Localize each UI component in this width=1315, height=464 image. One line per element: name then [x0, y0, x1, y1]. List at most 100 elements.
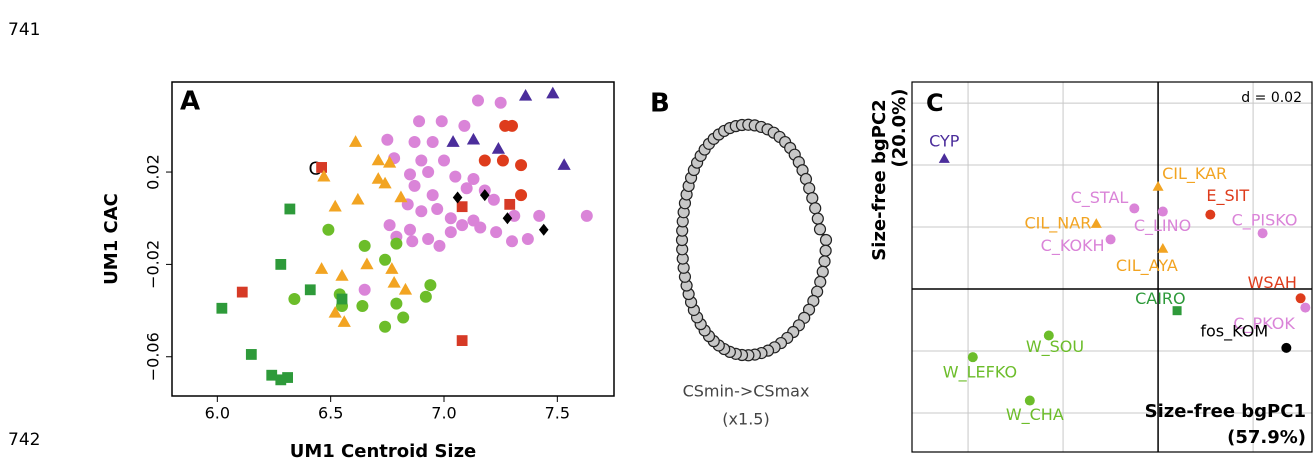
landmark	[811, 212, 824, 225]
point	[1172, 306, 1182, 316]
point-label: W_CHA	[1006, 405, 1064, 425]
point-label: WSAH	[1248, 273, 1297, 292]
x-axis-label: (57.9%)	[1227, 427, 1306, 448]
point	[379, 253, 392, 266]
point	[491, 142, 505, 154]
point	[967, 352, 978, 363]
point	[424, 279, 437, 292]
point	[275, 374, 287, 386]
point	[938, 153, 950, 163]
point	[358, 239, 371, 252]
point	[1281, 342, 1292, 353]
point	[379, 320, 392, 333]
point	[1105, 234, 1116, 245]
point-label: C_PKOK	[1233, 314, 1295, 334]
point	[426, 136, 439, 149]
y-tick-label: −0.02	[144, 240, 163, 289]
point	[404, 223, 416, 236]
point	[426, 189, 439, 202]
point	[275, 258, 287, 270]
point	[390, 297, 403, 310]
point	[245, 349, 257, 360]
point	[433, 239, 446, 252]
point	[1257, 228, 1268, 239]
point	[404, 168, 416, 181]
point-label: CIL_AYA	[1116, 256, 1178, 276]
plot-frame	[911, 81, 1313, 453]
point	[435, 115, 448, 128]
point	[557, 158, 571, 170]
point	[1152, 180, 1164, 191]
point	[337, 315, 351, 327]
landmark	[818, 255, 831, 268]
point	[266, 369, 278, 381]
point	[397, 311, 410, 324]
point	[328, 305, 342, 318]
point	[336, 293, 348, 305]
point	[452, 191, 463, 204]
point	[478, 154, 491, 167]
point	[328, 199, 342, 212]
point	[1300, 302, 1311, 313]
x-tick-label: 6.0	[205, 404, 230, 423]
point	[460, 182, 473, 195]
point	[474, 221, 487, 234]
point	[358, 283, 371, 296]
point	[506, 119, 518, 132]
point	[458, 119, 471, 132]
point-label: C_PISKO	[1232, 211, 1298, 231]
point	[335, 269, 349, 281]
point	[371, 153, 385, 166]
point	[378, 176, 392, 189]
point	[449, 170, 462, 183]
point	[533, 209, 546, 222]
point-label: W_LEFKO	[943, 363, 1017, 383]
point	[1157, 242, 1169, 253]
point-label: CYP	[929, 131, 960, 150]
point	[1024, 395, 1035, 406]
point-label: CAIRO	[1135, 289, 1186, 308]
x-axis-label: UM1 Centroid Size	[290, 441, 477, 462]
caption: (x1.5)	[722, 410, 769, 429]
point	[371, 172, 385, 184]
point	[490, 226, 503, 239]
point	[288, 293, 301, 306]
point	[413, 115, 426, 128]
point	[467, 172, 480, 185]
x-tick-label: 7.5	[545, 404, 570, 423]
point-label: CIL_KAR	[1162, 164, 1227, 184]
point-label: fos_KOM	[1200, 321, 1268, 341]
x-tick-label: 7.0	[431, 404, 456, 423]
point	[546, 86, 560, 99]
point	[385, 262, 399, 274]
line-number: 742	[8, 430, 40, 450]
point	[506, 235, 518, 248]
landmark	[819, 244, 832, 257]
x-axis-label: Size-free bgPC1	[1145, 401, 1306, 422]
point-label: C_KOKH	[1041, 236, 1105, 256]
point	[383, 219, 396, 232]
point	[390, 237, 403, 250]
point-label: C_LINO	[1134, 216, 1191, 236]
point-label: E_SIT	[1206, 186, 1249, 206]
point	[466, 132, 481, 145]
point	[1295, 293, 1306, 304]
point	[387, 275, 401, 288]
landmark	[806, 191, 819, 205]
point	[519, 88, 533, 101]
point	[580, 209, 593, 222]
point	[381, 133, 394, 146]
point	[398, 282, 413, 295]
point	[322, 223, 335, 236]
point-label: CIL_NAR	[1024, 213, 1091, 233]
plot-frame	[171, 81, 615, 397]
point	[480, 189, 490, 202]
y-axis-label: (20.0%)	[889, 89, 910, 168]
point	[282, 372, 293, 383]
point	[406, 235, 419, 248]
point	[422, 233, 435, 245]
point	[444, 226, 457, 239]
line-number: 741	[8, 20, 40, 40]
point	[438, 154, 450, 167]
